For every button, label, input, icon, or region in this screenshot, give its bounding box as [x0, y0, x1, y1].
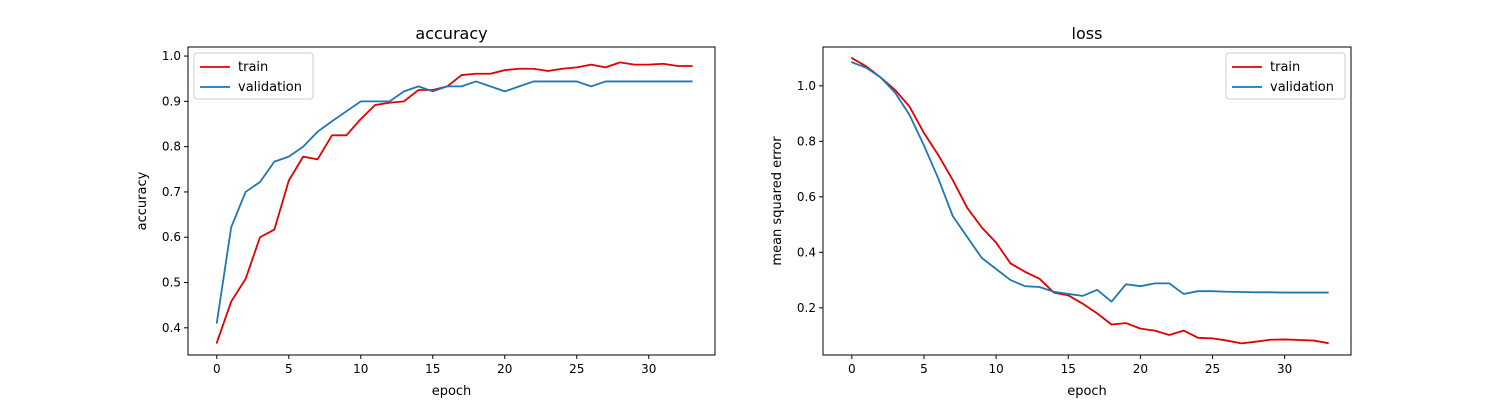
x-tick-label: 30 — [641, 362, 656, 376]
y-tick-label: 0.4 — [162, 321, 181, 335]
y-axis-label: mean squared error — [770, 136, 785, 266]
x-tick-label: 0 — [848, 362, 856, 376]
legend-label-validation: validation — [238, 80, 302, 95]
y-tick-label: 0.6 — [797, 190, 816, 204]
legend: train validation — [1225, 52, 1346, 100]
y-tick-label: 0.5 — [162, 276, 181, 290]
loss-chart: loss epoch mean squared error 0 5 10 15 20 25… — [770, 24, 1352, 399]
y-tick-label: 0.9 — [162, 94, 181, 108]
x-tick-label: 30 — [1277, 362, 1292, 376]
y-tick-label: 1.0 — [797, 79, 816, 93]
chart-title: loss — [1072, 24, 1103, 43]
plot-frame — [187, 46, 716, 356]
y-tick-label: 0.8 — [162, 140, 181, 154]
x-tick-label: 10 — [353, 362, 368, 376]
x-tick-label: 20 — [497, 362, 512, 376]
x-tick-label: 10 — [988, 362, 1003, 376]
x-tick-label: 25 — [569, 362, 584, 376]
x-tick-label: 20 — [1133, 362, 1148, 376]
y-tick-label: 1.0 — [162, 49, 181, 63]
x-axis-label: epoch — [1067, 384, 1107, 399]
y-tick-label: 0.2 — [797, 301, 816, 315]
legend-label-validation: validation — [1270, 80, 1334, 95]
series-line-validation — [850, 61, 1329, 303]
chart-title: accuracy — [415, 24, 487, 43]
y-tick-label: 0.7 — [162, 185, 181, 199]
legend-label-train: train — [238, 60, 268, 75]
legend: train validation — [193, 52, 314, 100]
plot-frame — [822, 46, 1352, 356]
accuracy-chart: accuracy epoch accuracy 0 5 10 15 20 25 30 0.4 0… — [135, 24, 716, 399]
x-tick-label: 5 — [285, 362, 293, 376]
series-line-validation — [215, 80, 693, 324]
y-axis-label: accuracy — [135, 171, 150, 230]
series-line-train — [850, 57, 1329, 345]
series-line-train — [215, 61, 693, 344]
x-tick-label: 25 — [1205, 362, 1220, 376]
y-tick-label: 0.8 — [797, 134, 816, 148]
x-tick-label: 15 — [1061, 362, 1076, 376]
legend-label-train: train — [1270, 60, 1300, 75]
y-tick-label: 0.4 — [797, 245, 816, 259]
x-tick-label: 15 — [425, 362, 440, 376]
x-axis-label: epoch — [432, 384, 472, 399]
x-tick-label: 5 — [920, 362, 928, 376]
x-tick-label: 0 — [213, 362, 221, 376]
y-tick-label: 0.6 — [162, 230, 181, 244]
